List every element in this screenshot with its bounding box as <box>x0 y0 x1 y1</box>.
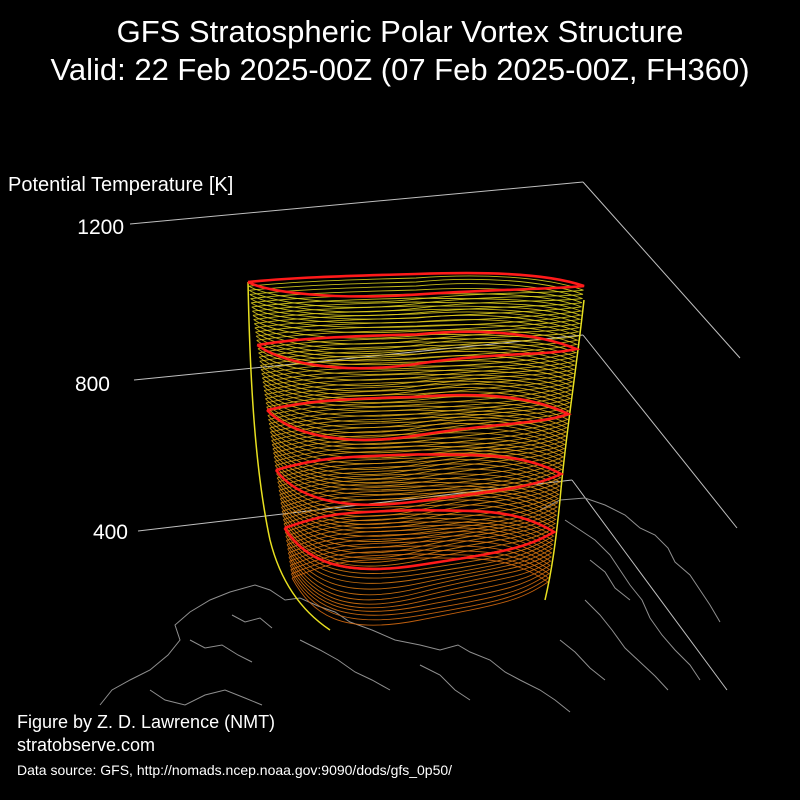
isentropic-layer <box>260 350 576 392</box>
isentropic-layer <box>281 488 558 548</box>
isentropic-layer <box>260 355 575 396</box>
isentropic-layer <box>276 459 562 517</box>
isentropic-layer <box>263 373 573 412</box>
highlight-contour <box>274 453 565 507</box>
isentropic-layer <box>283 504 556 567</box>
isentropic-layer <box>287 531 552 601</box>
isentropic-layer <box>258 341 577 375</box>
isentropic-layer <box>262 369 574 407</box>
highlight-contour <box>283 508 557 571</box>
isentropic-layer <box>264 380 572 423</box>
axis-back-edge-top <box>582 181 741 359</box>
isentropic-layer <box>270 419 567 470</box>
isentropic-layer <box>277 463 561 522</box>
isentropic-layer <box>248 275 584 303</box>
isentropic-layer <box>263 377 573 417</box>
isentropic-layer <box>279 477 560 533</box>
isentropic-layer <box>274 445 564 495</box>
isentropic-layer <box>252 301 583 328</box>
isentropic-layer <box>253 308 582 339</box>
coastline-map <box>99 497 721 713</box>
isentropic-layer <box>281 491 558 554</box>
data-source-note: Data source: GFS, http://nomads.ncep.noa… <box>17 762 453 778</box>
isentropic-layer <box>267 401 569 445</box>
isentropic-layer <box>288 535 552 605</box>
highlight-contour <box>266 393 572 442</box>
isentropic-layer <box>268 405 569 449</box>
isentropic-layer <box>258 344 577 381</box>
isentropic-layer <box>276 455 562 512</box>
isentropic-layer <box>249 278 584 308</box>
isentropic-layer <box>290 553 550 621</box>
figure-credit: Figure by Z. D. Lawrence (NMT) <box>17 712 276 732</box>
isentropic-layer <box>286 524 553 590</box>
vortex-left-wall <box>247 281 331 631</box>
figure-subtitle: Valid: 22 Feb 2025-00Z (07 Feb 2025-00Z,… <box>50 52 750 87</box>
tick-label-1200: 1200 <box>77 216 124 239</box>
isentropic-layer <box>249 283 583 313</box>
isentropic-layer <box>255 319 580 355</box>
isentropic-layer <box>286 521 554 584</box>
isentropic-layer <box>289 545 551 612</box>
website-label: stratobserve.com <box>17 735 156 755</box>
tick-label-400: 400 <box>92 521 128 544</box>
isentropic-layer <box>273 441 564 491</box>
axis-line-1200 <box>129 181 584 225</box>
axis-back-edge-bottom <box>571 479 728 691</box>
isentropic-layer <box>274 449 563 501</box>
isentropic-layer <box>259 347 576 387</box>
axis-back-edge-mid <box>582 334 738 529</box>
isentropic-layer <box>255 324 579 358</box>
isentropic-layer <box>287 527 553 596</box>
vortex-right-wall <box>544 299 585 601</box>
highlight-contours <box>247 271 585 571</box>
highlight-contour <box>256 330 581 370</box>
isentropic-layer <box>278 473 560 529</box>
axis-title: Potential Temperature [K] <box>8 174 234 196</box>
isentropic-layer <box>251 297 583 324</box>
isentropic-layer <box>290 549 550 616</box>
isentropic-layer <box>291 557 549 626</box>
isentropic-layer <box>271 427 566 480</box>
isentropic-layer <box>250 288 583 316</box>
isentropic-layer <box>280 485 559 543</box>
isentropic-layer <box>279 481 559 537</box>
highlight-contour <box>247 271 585 298</box>
isentropic-layer <box>272 432 565 484</box>
isentropic-layer <box>289 540 551 609</box>
isentropic-layer <box>271 423 566 475</box>
isentropic-layer <box>265 383 572 429</box>
isentropic-layer <box>277 468 561 525</box>
isentropic-layer <box>284 513 555 574</box>
isentropic-layer <box>269 416 567 465</box>
isentropic-layers <box>247 272 585 631</box>
figure-title: GFS Stratospheric Polar Vortex Structure <box>116 14 684 49</box>
isentropic-layer <box>285 517 554 579</box>
tick-label-800: 800 <box>74 373 110 396</box>
isentropic-layer <box>254 314 581 350</box>
